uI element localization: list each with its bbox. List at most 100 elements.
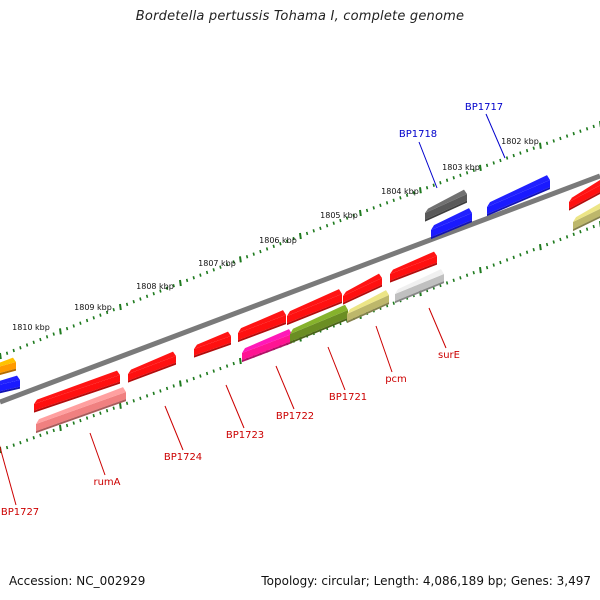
gene-feature [395, 274, 444, 302]
scale-tick [519, 151, 522, 155]
gene-label: rumA [93, 477, 120, 488]
scale-tick [525, 250, 529, 254]
scale-tick [499, 158, 502, 163]
scale-tick [32, 436, 35, 440]
scale-tick [159, 289, 162, 293]
scale-tick [92, 316, 95, 320]
scale-tick [239, 256, 242, 263]
scale-tick [305, 231, 309, 236]
gene-feature-shadow [487, 187, 550, 217]
gene-feature-shadow [573, 216, 600, 232]
scale-tick [32, 340, 35, 344]
scale-tick [519, 253, 522, 257]
gene-feature [431, 213, 472, 238]
scale-tick [445, 178, 449, 182]
scale-tick [585, 227, 589, 231]
scale-tick [179, 279, 182, 287]
scale-tick [539, 244, 542, 251]
scale-tick [59, 328, 62, 335]
scale-tick [192, 376, 195, 381]
scale-tick [579, 129, 582, 133]
gene-label: BP1717 [465, 102, 503, 113]
scale-tick [465, 273, 469, 277]
gene-label: BP1724 [164, 452, 202, 463]
scale-tick [339, 218, 342, 223]
outer-tick-ring [0, 121, 600, 360]
map-title: Bordetella pertussis Tohama I, complete … [135, 9, 465, 24]
scale-tick [79, 418, 82, 423]
scale-tick [139, 396, 142, 401]
scale-tick [472, 168, 475, 173]
scale-tick [445, 281, 449, 285]
gene-feature-shadow [347, 302, 389, 324]
scale-tick [525, 148, 529, 153]
gene-feature [242, 334, 292, 361]
scale-tick [159, 389, 162, 393]
scale-tick-label: 1805 kbp [320, 211, 358, 220]
scale-tick [579, 230, 582, 234]
gene-feature-shadow [431, 220, 472, 240]
scale-tick [572, 131, 575, 136]
gene-feature [569, 185, 600, 209]
scale-tick [52, 428, 55, 433]
scale-tick [492, 161, 495, 165]
scale-tick [125, 401, 129, 405]
scale-tick [512, 255, 515, 260]
scale-tick [352, 213, 355, 218]
scale-tick [145, 394, 149, 398]
scale-tick [539, 142, 542, 149]
gene-feature-bevel [431, 208, 472, 230]
scale-tick-label: 1807 kbp [198, 259, 236, 268]
scale-tick [199, 374, 202, 378]
scale-tick-label: 1809 kbp [74, 303, 112, 312]
gene-feature-shadow [0, 386, 20, 394]
gene-leader-line [275, 365, 295, 410]
gene-feature [194, 336, 231, 356]
scale-tick [559, 237, 562, 242]
gene-feature-bevel [487, 175, 550, 207]
scale-tick [232, 361, 235, 366]
scale-tick [19, 440, 22, 445]
scale-tick-label: 1804 kbp [381, 187, 419, 196]
gene-feature-bevel [395, 269, 444, 294]
gene-feature-shadow [343, 284, 382, 305]
gene-label: BP1718 [399, 129, 437, 140]
gene-label: BP1721 [329, 392, 367, 403]
gene-leader-line [164, 405, 184, 451]
gene-feature [343, 278, 382, 303]
scale-tick [65, 326, 69, 331]
gene-feature [238, 315, 286, 341]
scale-tick [105, 408, 109, 413]
gene-feature-shadow [34, 381, 120, 413]
gene-labels: BP1717 BP1718 surE pcm BP1721 BP1722 BP1723 BP1… [0, 102, 506, 518]
scale-tick [392, 301, 395, 305]
gene-label: pcm [385, 374, 407, 385]
gene-feature [573, 208, 600, 230]
scale-tick [192, 276, 195, 280]
scale-tick [199, 273, 202, 277]
scale-tick [39, 337, 42, 342]
gene-feature-bevel [290, 304, 348, 334]
gene-feature-bevel [569, 180, 600, 202]
scale-tick [5, 445, 9, 450]
scale-tick [72, 421, 75, 425]
scale-tick [105, 310, 109, 315]
scale-tick [492, 263, 495, 267]
scale-tick [85, 318, 89, 323]
gene-feature [290, 310, 348, 342]
gene-leader-line [485, 113, 506, 159]
scale-tick [452, 176, 455, 180]
scale-tick [172, 283, 175, 288]
scale-tick [545, 141, 549, 146]
scale-tick [559, 136, 562, 141]
scale-tick-label: 1802 kbp [501, 137, 539, 146]
scale-labels: 1802 kbp 1803 kbp 1804 kbp 1805 kbp 1806 kbp… [12, 137, 539, 332]
scale-tick [585, 127, 589, 131]
genome-summary-text: Topology: circular; Length: 4,086,189 bp… [261, 574, 591, 588]
scale-tick [205, 270, 209, 275]
gene-feature [128, 356, 176, 381]
scale-tick [319, 226, 322, 230]
gene-feature-shadow [36, 399, 126, 434]
scale-tick [85, 416, 89, 420]
gene-feature-bevel [238, 310, 286, 333]
